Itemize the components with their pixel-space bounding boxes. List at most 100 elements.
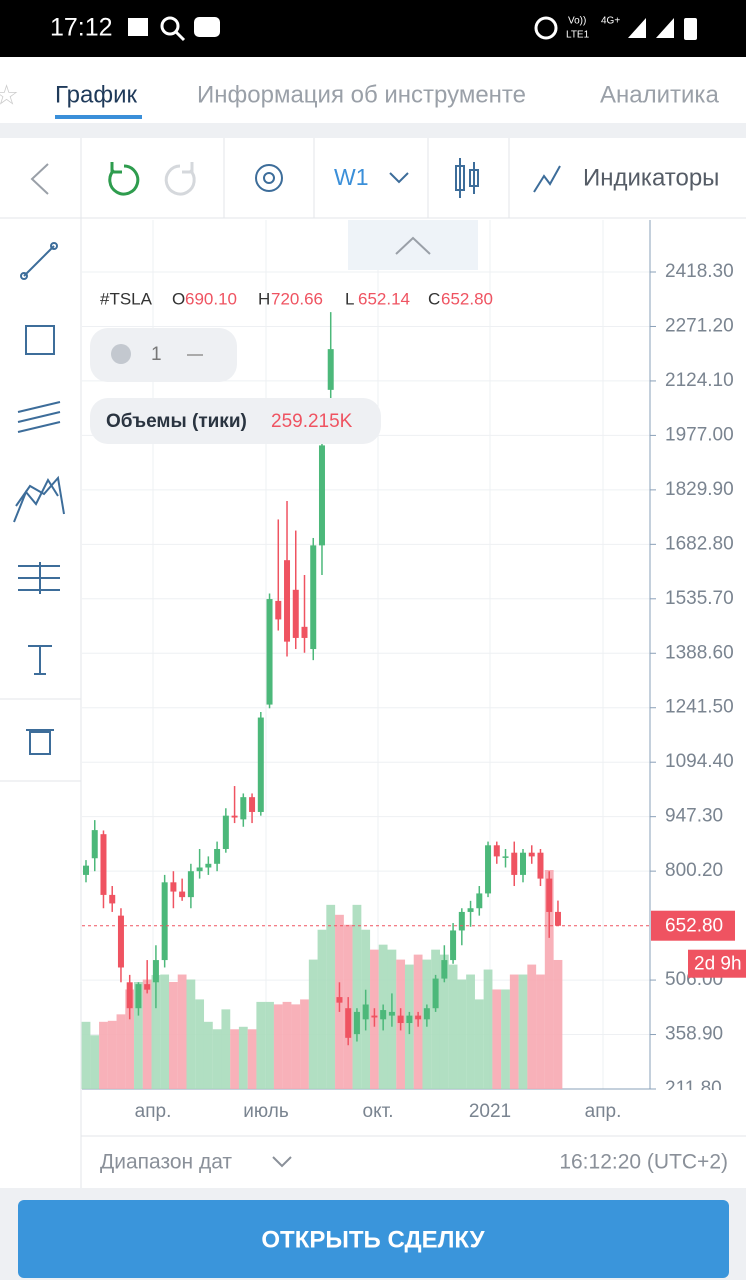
server-time: 16:12:20 (UTC+2) [559, 1151, 728, 1174]
candle-body [205, 863, 212, 868]
back-button[interactable] [30, 163, 49, 195]
indicators-button[interactable]: Индикаторы [583, 164, 719, 191]
volume-bar [99, 1021, 108, 1089]
candle-body [135, 984, 142, 1009]
tab[interactable]: Информация об инструменте [197, 81, 526, 108]
volume-bar [291, 1004, 301, 1089]
undo-button[interactable] [108, 162, 140, 196]
candle-body [249, 797, 256, 812]
candle-body [266, 599, 273, 705]
y-tick-label: 2418.30 [665, 261, 734, 282]
candle-body [362, 1004, 369, 1020]
volume-bar [81, 1021, 91, 1089]
candle-body [161, 882, 168, 961]
volume-bar [466, 974, 475, 1089]
candle-body [187, 871, 194, 898]
volume-bar [544, 870, 554, 1089]
redo-button[interactable] [164, 162, 196, 196]
candle-body [371, 1015, 378, 1018]
y-tick-label: 1094.40 [665, 751, 734, 772]
volume-bar [186, 979, 196, 1089]
toolbar [0, 138, 746, 1188]
indicators-icon [533, 165, 561, 193]
y-tick-label: 1388.60 [665, 642, 734, 663]
star-icon[interactable]: ☆ [0, 79, 19, 110]
y-tick-label: 800.20 [665, 860, 723, 881]
tab-active[interactable]: График [55, 81, 137, 108]
x-tick-label: окт. [363, 1101, 394, 1122]
countdown-tag [688, 949, 746, 978]
candle-body [222, 815, 229, 849]
volume-bar [536, 974, 545, 1089]
x-tick-label: апр. [585, 1101, 622, 1122]
study-value: 259.215K [271, 411, 353, 432]
candle-body [117, 915, 124, 968]
countdown: 2d 9h [694, 954, 742, 975]
candle-body [310, 545, 317, 650]
date-range[interactable]: Диапазон дат [100, 1151, 232, 1174]
candle-body [476, 893, 483, 909]
gear-icon [111, 344, 131, 364]
volume-bar [352, 904, 362, 1089]
volume-bar [134, 981, 143, 1089]
candle-body [458, 911, 465, 931]
candle-body [493, 845, 500, 857]
candle-body [388, 1011, 395, 1016]
volume-bar [238, 1026, 248, 1089]
x-tick-label: апр. [135, 1101, 172, 1122]
volume-bar [265, 1001, 274, 1089]
volume-bar [501, 989, 510, 1089]
y-tick-label: 1535.70 [665, 588, 734, 609]
volume-bar [230, 1029, 239, 1089]
drawing-tools[interactable] [13, 242, 65, 755]
volume-bar [474, 999, 484, 1089]
volume-bar [273, 1004, 283, 1089]
legend-key: O [172, 289, 185, 308]
open-trade-button[interactable] [18, 1200, 729, 1278]
candle-body [353, 1011, 360, 1035]
candle-body [546, 878, 553, 912]
candle-body [467, 908, 474, 912]
youtube-icon [194, 17, 220, 37]
candle-body [292, 589, 299, 638]
legend-value: 652.14 [358, 289, 410, 308]
candle-body [284, 560, 291, 642]
chart-type-button[interactable] [455, 158, 479, 198]
candle-body [441, 960, 448, 979]
settings-button[interactable] [255, 164, 283, 192]
candle-body [91, 830, 98, 859]
candle-body [423, 1008, 430, 1020]
volume-bar [151, 975, 161, 1089]
candle-body [214, 848, 221, 864]
volume-bar [221, 1009, 231, 1089]
battery-icon [684, 18, 697, 40]
tab[interactable]: Аналитика [600, 81, 719, 108]
study-settings-chip[interactable] [90, 328, 237, 382]
y-tick-label: 1829.90 [665, 479, 734, 500]
volume-bar [317, 929, 327, 1089]
axis-bottom-mask [652, 1090, 746, 1110]
collapse-handle[interactable] [348, 220, 478, 270]
network-label: 4G+ [601, 16, 620, 27]
y-tick-label: 1977.00 [665, 424, 734, 445]
candle-body [406, 1015, 413, 1024]
candle-body [380, 1010, 387, 1020]
volume-bar [203, 1021, 213, 1089]
y-tick-label: 358.90 [665, 1024, 723, 1045]
legend-value: 720.66 [271, 289, 323, 308]
candle-body [528, 852, 535, 857]
timeframe[interactable]: W1 [334, 164, 369, 190]
candle-body [231, 815, 238, 818]
ohlc-legend: O 690.10 H 720.66 L 652.14 C 652.80 [172, 289, 493, 308]
candle-body [240, 797, 247, 820]
legend-value: 652.80 [441, 289, 493, 308]
candle-body [196, 867, 203, 872]
volume-bar [300, 999, 309, 1089]
study-chip[interactable] [90, 398, 381, 444]
volume-bar [142, 979, 152, 1089]
volume-bar [160, 974, 170, 1089]
volume-bar [107, 1020, 117, 1089]
y-tick-label: 2124.10 [665, 370, 734, 391]
volume-bar [509, 974, 519, 1089]
